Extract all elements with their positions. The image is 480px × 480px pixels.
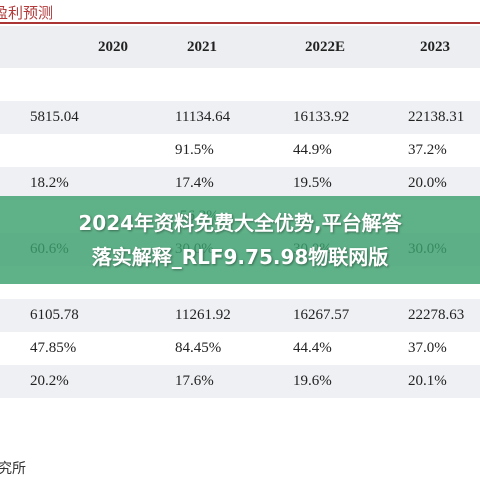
column-header: 2021: [187, 39, 217, 55]
table-cell: 22138.31: [408, 109, 465, 125]
table-row: 47.85% 84.45% 44.4% 37.0%: [0, 332, 480, 365]
table-row: 20.2% 17.6% 19.6% 20.1%: [0, 365, 480, 398]
table-cell: 19.6%: [293, 373, 332, 389]
table-cell: 47.85%: [30, 340, 77, 356]
table-cell: 19.5%: [293, 175, 332, 191]
table-cell: 11261.92: [175, 307, 231, 323]
table-cell: 16133.92: [293, 109, 350, 125]
table-cell: 20.0%: [408, 175, 447, 191]
spacer-row: [0, 68, 480, 101]
footer-text: 究所: [0, 461, 26, 477]
banner: 2024年资料免费大全优势,平台解答 落实解释_RLF9.75.98物联网版: [0, 196, 480, 284]
table-row: 18.2% 17.4% 19.5% 20.0%: [0, 167, 480, 200]
table-cell: 17.6%: [175, 373, 214, 389]
column-header: 2023: [420, 39, 450, 55]
table-cell: 17.4%: [175, 175, 214, 191]
table-cell: 44.9%: [293, 142, 332, 158]
table-cell: 91.5%: [175, 142, 214, 158]
table-cell: 20.2%: [30, 373, 69, 389]
table-cell: 22278.63: [408, 307, 465, 323]
table-cell: 18.2%: [30, 175, 69, 191]
banner-line: 2024年资料免费大全优势,平台解答: [78, 211, 402, 235]
rule: [0, 22, 480, 24]
table-cell: 16267.57: [293, 307, 350, 323]
table-cell: 37.0%: [408, 340, 447, 356]
table-cell: 5815.04: [30, 109, 79, 125]
table-cell: 37.2%: [408, 142, 447, 158]
header-row: 2020 2021 2022E 2023: [0, 26, 480, 68]
table-cell: 84.45%: [175, 340, 222, 356]
table-row: 6105.78 11261.92 16267.57 22278.63: [0, 299, 480, 332]
table-cell: 11134.64: [175, 109, 231, 125]
table-cell: 6105.78: [30, 307, 79, 323]
table-cell: 44.4%: [293, 340, 332, 356]
table-row: 5815.04 11134.64 16133.92 22138.31: [0, 101, 480, 134]
banner-line: 落实解释_RLF9.75.98物联网版: [91, 245, 389, 269]
table-cell: 20.1%: [408, 373, 447, 389]
table-row: 91.5% 44.9% 37.2%: [0, 134, 480, 167]
table-title: 盈利预测: [0, 4, 54, 22]
column-header: 2022E: [305, 39, 346, 55]
column-header: 2020: [98, 39, 128, 55]
